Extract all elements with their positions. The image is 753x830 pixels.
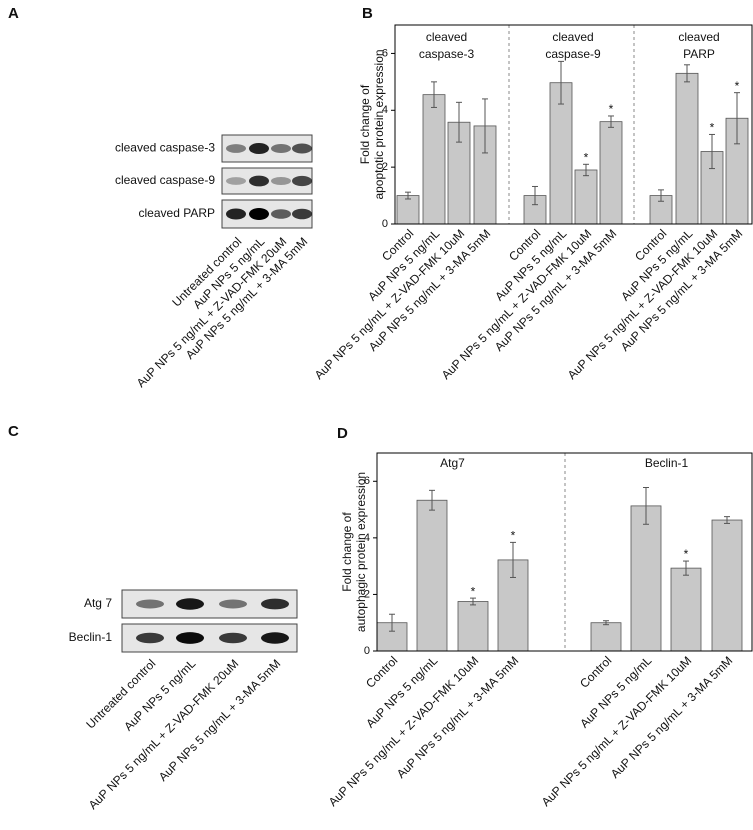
- group-title: caspase-9: [545, 47, 601, 61]
- blot-band: [249, 142, 269, 155]
- blot-band: [261, 598, 289, 610]
- group-title: Beclin-1: [645, 456, 689, 470]
- blot-lane-label: AuP NPs 5 ng/mL + Z-VAD-FMK 20uM: [86, 656, 242, 812]
- bar: [396, 195, 420, 225]
- y-tick-label: 0: [382, 218, 388, 230]
- blot-band: [136, 632, 164, 644]
- panel-label: C: [8, 423, 19, 440]
- blot-band: [226, 144, 246, 153]
- blot-band: [292, 143, 312, 154]
- y-axis-label: Fold change of: [340, 512, 354, 592]
- y-tick-label: 2: [364, 588, 370, 600]
- significance-marker: *: [471, 584, 476, 598]
- bar: [590, 622, 622, 652]
- blot-band: [176, 598, 204, 610]
- blot-band: [261, 632, 289, 644]
- x-tick-label: Control: [577, 653, 614, 690]
- blot-band: [226, 208, 246, 220]
- group-title: caspase-3: [419, 47, 475, 61]
- y-tick-label: 0: [364, 645, 370, 657]
- bar: [670, 567, 702, 652]
- blot-band: [292, 175, 312, 187]
- bar: [599, 121, 623, 225]
- blot-lane-label: Untreated control: [83, 656, 158, 731]
- panel-label: B: [362, 5, 373, 22]
- y-axis-label: apoptotic protein expression: [372, 49, 386, 199]
- blot-band: [219, 632, 247, 644]
- blot-band: [271, 209, 291, 219]
- blot-row-label: cleaved caspase-9: [115, 173, 215, 187]
- blot-band: [292, 208, 312, 220]
- blot-band: [226, 177, 246, 185]
- y-axis-label: Fold change of: [358, 84, 372, 164]
- y-tick-label: 6: [364, 475, 370, 487]
- bar: [422, 94, 446, 225]
- y-tick-label: 2: [382, 161, 388, 173]
- x-tick-label: Control: [363, 653, 400, 690]
- bar: [574, 169, 598, 225]
- blot-band: [219, 599, 247, 609]
- significance-marker: *: [511, 529, 516, 543]
- plot-frame: [394, 24, 753, 225]
- significance-marker: *: [609, 102, 614, 116]
- group-title: cleaved: [426, 30, 467, 44]
- y-axis-label: autophagic protein expression: [354, 472, 368, 632]
- group-title: PARP: [683, 47, 715, 61]
- blot-band: [249, 208, 269, 220]
- x-tick-label: AuP NPs 5 ng/mL: [577, 653, 654, 730]
- group-title: Atg7: [440, 456, 465, 470]
- x-tick-label: AuP NPs 5 ng/mL + Z-VAD-FMK 10uM: [539, 653, 695, 809]
- bar: [675, 72, 699, 225]
- bar: [416, 499, 448, 652]
- plot-frame: [376, 452, 753, 652]
- panel-label: A: [8, 5, 19, 22]
- y-tick-label: 4: [364, 532, 370, 544]
- y-tick-label: 4: [382, 104, 388, 116]
- bar: [457, 601, 489, 652]
- blot-row-label: Atg 7: [84, 596, 112, 610]
- blot-band: [176, 632, 204, 644]
- blot-band: [271, 144, 291, 153]
- blot-band: [249, 175, 269, 187]
- blot-band: [136, 599, 164, 609]
- y-tick-label: 6: [382, 47, 388, 59]
- blot-row-label: cleaved caspase-3: [115, 141, 215, 155]
- panel-label: D: [337, 425, 348, 442]
- significance-marker: *: [684, 547, 689, 561]
- significance-marker: *: [710, 121, 715, 135]
- x-tick-label: AuP NPs 5 ng/mL + Z-VAD-FMK 10uM: [326, 653, 482, 809]
- bar: [630, 505, 662, 652]
- blot-row-label: cleaved PARP: [139, 206, 215, 220]
- significance-marker: *: [584, 150, 589, 164]
- bar: [711, 519, 743, 652]
- x-tick-label: AuP NPs 5 ng/mL: [363, 653, 440, 730]
- blot-band: [271, 176, 291, 186]
- blot-row-label: Beclin-1: [69, 630, 113, 644]
- group-title: cleaved: [552, 30, 593, 44]
- group-title: cleaved: [678, 30, 719, 44]
- significance-marker: *: [735, 79, 740, 93]
- blot-lane-label: AuP NPs 5 ng/mL: [121, 656, 198, 733]
